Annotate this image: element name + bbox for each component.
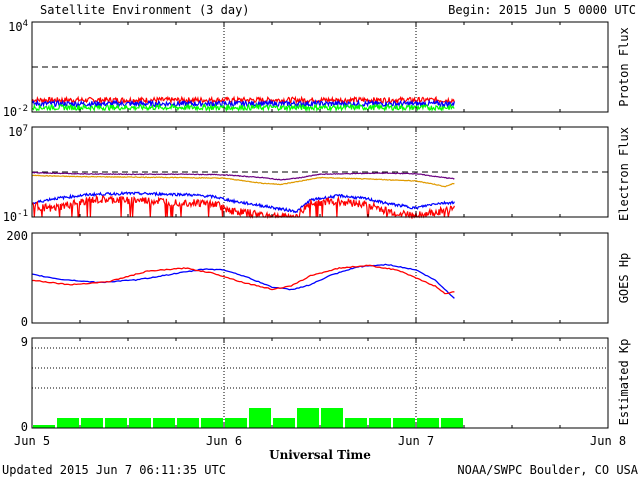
series-1-orange-line <box>31 174 455 188</box>
kp-bar-1 <box>57 418 79 428</box>
kp-bar-16 <box>417 418 439 428</box>
ytick-hp-top: 200 <box>6 229 28 243</box>
credit-label: NOAA/SWPC Boulder, CO USA <box>457 463 638 477</box>
series-0-red-line <box>31 95 455 106</box>
xtick-label-jun7: Jun 7 <box>398 434 435 448</box>
ytick-kp-top: 9 <box>20 335 28 349</box>
kp-bar-17 <box>441 418 463 428</box>
kp-bar-15 <box>393 418 415 428</box>
series-2-red-line <box>31 264 455 295</box>
kp-bar-14 <box>369 418 391 428</box>
kp-bar-0 <box>33 425 55 428</box>
series-1-blue-line <box>31 190 455 214</box>
kp-bar-3 <box>105 418 127 428</box>
ytick-electron-bottom: 10-1 <box>2 209 28 224</box>
updated-timestamp: Updated 2015 Jun 7 06:11:35 UTC <box>2 463 226 477</box>
panel-frame-2 <box>31 232 609 324</box>
series-0-green-line <box>31 102 455 113</box>
kp-bar-2 <box>81 418 103 428</box>
y-label-estimated-kp: Estimated Kp <box>617 338 631 426</box>
xtick-label-jun5: Jun 5 <box>14 434 51 448</box>
ytick-hp-bottom: 0 <box>20 315 28 329</box>
ytick-kp-bottom: 0 <box>20 420 28 434</box>
xtick-label-jun6: Jun 6 <box>206 434 243 448</box>
ytick-proton-top: 104 <box>8 19 28 34</box>
series-1-red-line <box>31 194 455 220</box>
begin-label: Begin: 2015 Jun 5 0000 UTC <box>448 3 636 17</box>
panel-frame-3 <box>31 337 609 429</box>
y-label-electron-flux: Electron Flux <box>617 127 631 221</box>
kp-bar-11 <box>297 408 319 428</box>
figure-title: Satellite Environment (3 day) <box>40 3 250 17</box>
kp-bar-8 <box>225 418 247 428</box>
xtick-label-jun8: Jun 8 <box>590 434 627 448</box>
y-label-goes-hp: GOES Hp <box>617 252 631 304</box>
kp-bar-4 <box>129 418 151 428</box>
series-1-purple-line <box>31 171 455 181</box>
x-axis-title: Universal Time <box>269 448 371 462</box>
ytick-electron-top: 107 <box>8 124 28 139</box>
kp-bar-12 <box>321 408 343 428</box>
kp-bar-13 <box>345 418 367 428</box>
series-0-blue-line <box>31 98 455 109</box>
kp-bar-6 <box>177 418 199 428</box>
kp-bar-10 <box>273 418 295 428</box>
kp-bar-7 <box>201 418 223 428</box>
kp-bar-5 <box>153 418 175 428</box>
kp-bar-9 <box>249 408 271 428</box>
panel-frame-0 <box>31 21 609 113</box>
ytick-proton-bottom: 10-2 <box>2 104 28 119</box>
y-label-proton-flux: Proton Flux <box>617 27 631 107</box>
